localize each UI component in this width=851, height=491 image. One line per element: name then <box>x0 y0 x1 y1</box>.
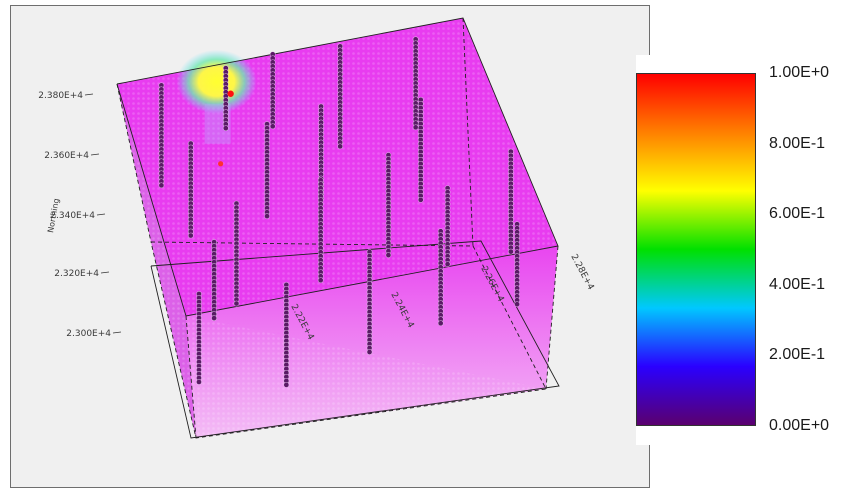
colorbar-tick-label: 4.00E-1 <box>769 275 826 293</box>
borehole <box>233 200 240 307</box>
borehole-sample-point <box>264 213 270 219</box>
borehole <box>337 43 344 150</box>
borehole <box>187 140 194 239</box>
borehole-sample-point <box>385 252 392 258</box>
northing-tick-label: 2.380E+4 <box>38 91 83 101</box>
borehole <box>196 291 202 385</box>
3d-scene: 2.380E+4 2.360E+4 2.340E+4 2.320E+4 2.300E+4… <box>38 17 596 439</box>
borehole-sample-point <box>269 123 276 130</box>
colorbar-gradient <box>636 73 756 426</box>
borehole-sample-point <box>317 277 324 284</box>
hotspot-high-point <box>218 161 224 167</box>
box-edge-inner <box>150 240 560 439</box>
northing-tick-mark <box>112 331 122 334</box>
borehole <box>437 228 444 327</box>
borehole-sample-point <box>283 382 290 388</box>
borehole-sample-point <box>233 300 240 307</box>
borehole <box>269 51 276 130</box>
borehole-sample-point <box>444 261 451 268</box>
colorbar-tick-label: 8.00E-1 <box>769 134 826 152</box>
borehole-sample-point <box>417 196 424 203</box>
northing-tick-mark <box>96 213 106 216</box>
box-edge-vertical <box>462 17 474 247</box>
borehole <box>514 221 520 308</box>
northing-tick-mark <box>100 271 110 274</box>
colorbar-tick-label: 6.00E-1 <box>769 205 826 223</box>
northing-tick-label: 2.300E+4 <box>66 329 111 339</box>
borehole <box>158 82 165 189</box>
borehole-sample-point <box>222 125 229 132</box>
hotspot-high-point <box>227 90 234 97</box>
borehole-sample-point <box>514 301 520 308</box>
northing-tick-label: 2.340E+4 <box>50 211 95 221</box>
borehole-sample-point <box>196 379 202 385</box>
colorbar-tick-label: 0.00E+0 <box>769 417 830 434</box>
borehole-sample-point <box>437 320 444 327</box>
borehole <box>283 282 290 388</box>
northing-tick-label: 2.320E+4 <box>54 269 99 279</box>
borehole-sample-point <box>211 315 217 321</box>
3d-plot-viewport[interactable]: 2.380E+4 2.360E+4 2.340E+4 2.320E+4 2.300E+4… <box>10 5 650 488</box>
northing-tick-mark <box>84 93 94 96</box>
colorbar-tick-label: 2.00E-1 <box>769 346 826 364</box>
borehole-sample-point <box>337 143 344 150</box>
colorbar-tick-label: 1.00E+0 <box>769 64 830 81</box>
box-edge-vertical <box>116 83 152 243</box>
anomaly-hotspot <box>176 49 257 114</box>
easting-tick-label: 2.28E+4 <box>568 253 595 292</box>
borehole-sample-point <box>187 232 194 239</box>
borehole-sample-point <box>366 349 373 355</box>
borehole-sample-point <box>158 182 165 189</box>
borehole <box>211 239 217 321</box>
borehole <box>385 152 392 258</box>
borehole <box>317 177 324 284</box>
borehole-sample-point <box>412 124 419 131</box>
borehole <box>508 148 514 255</box>
borehole <box>222 65 229 132</box>
box-edge-bottom <box>150 241 547 439</box>
borehole <box>366 249 373 355</box>
colorbar-legend: 1.00E+0 8.00E-1 6.00E-1 4.00E-1 2.00E-1 … <box>636 55 851 445</box>
borehole <box>264 121 270 219</box>
borehole <box>417 96 424 203</box>
borehole <box>412 36 419 131</box>
northing-tick-label: 2.360E+4 <box>44 151 89 161</box>
borehole <box>444 185 451 268</box>
borehole-sample-point <box>508 248 514 255</box>
northing-tick-mark <box>90 153 100 156</box>
